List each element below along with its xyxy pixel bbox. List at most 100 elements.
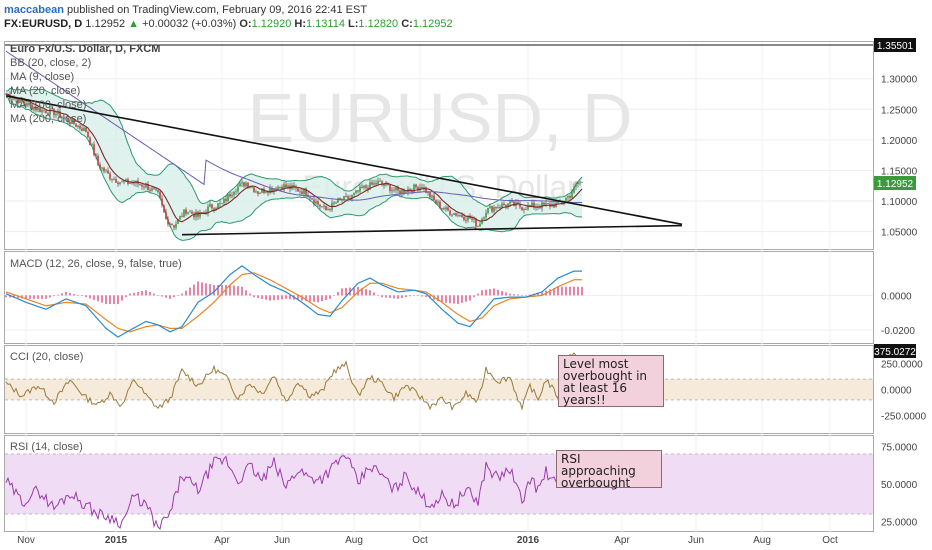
candle-body bbox=[147, 183, 149, 190]
candle-body bbox=[33, 107, 35, 110]
candle-body bbox=[123, 181, 125, 183]
macd-hist-bar bbox=[381, 295, 383, 298]
macd-hist-bar bbox=[505, 292, 507, 296]
candle-body bbox=[185, 209, 187, 214]
macd-hist-bar bbox=[397, 295, 399, 299]
macd-hist-bar bbox=[557, 286, 559, 296]
ma100-line bbox=[5, 50, 583, 203]
candle-body bbox=[247, 182, 249, 188]
macd-hist-bar bbox=[457, 295, 459, 305]
candle-body bbox=[505, 205, 507, 207]
candle-body bbox=[61, 117, 63, 119]
candle-body bbox=[523, 209, 525, 211]
price-axis-tick: 1.10000 bbox=[881, 197, 918, 208]
legend-ma20: MA (20, close) bbox=[10, 85, 80, 97]
macd-hist-bar bbox=[569, 286, 571, 296]
macd-hist-bar bbox=[93, 295, 95, 300]
candle-body bbox=[119, 182, 121, 184]
rsi-annotation[interactable]: RSI approaching overbought bbox=[556, 450, 662, 489]
y-axis-labels: 1.30000 1.25000 1.20000 1.15000 1.10000 1.050… bbox=[881, 75, 926, 529]
bb-upper bbox=[5, 87, 583, 207]
candle-body bbox=[39, 108, 41, 113]
x-axis-labels: Nov 2015 Apr Jun Aug Oct 2016 Apr Jun Aug Oct bbox=[17, 535, 838, 546]
candle-body bbox=[57, 111, 59, 114]
top-price-tag bbox=[874, 38, 916, 52]
macd-hist-bar bbox=[449, 295, 451, 304]
candle-body bbox=[445, 207, 447, 210]
macd-hist-bar bbox=[537, 292, 539, 296]
macd-hist-bar bbox=[269, 295, 271, 301]
candle-body bbox=[55, 113, 57, 116]
macd-hist-bar bbox=[177, 295, 179, 296]
cci-annotation[interactable]: Level most overbought in at least 16 yea… bbox=[558, 355, 664, 407]
rsi-axis-tick: 75.0000 bbox=[881, 443, 918, 454]
candle-body bbox=[171, 223, 173, 226]
candle-body bbox=[433, 195, 435, 201]
candle-body bbox=[489, 206, 491, 208]
candle-body bbox=[13, 98, 15, 100]
macd-hist-bar bbox=[57, 294, 59, 296]
candle-body bbox=[59, 111, 61, 119]
candle-body bbox=[207, 206, 209, 213]
macd-hist-bar bbox=[529, 294, 531, 296]
rsi-axis-tick: 25.0000 bbox=[881, 518, 918, 529]
candle-body bbox=[477, 226, 479, 228]
ma9-line bbox=[5, 93, 583, 223]
candle-body bbox=[15, 98, 17, 100]
macd-hist-bar bbox=[325, 295, 327, 301]
candle-body bbox=[187, 212, 189, 214]
candle-body bbox=[317, 201, 319, 205]
candle-body bbox=[271, 187, 273, 192]
candle-body bbox=[393, 189, 395, 191]
candle-body bbox=[113, 178, 115, 180]
macd-hist-bar bbox=[37, 295, 39, 299]
macd-hist-bar bbox=[485, 289, 487, 296]
candle-body bbox=[91, 144, 93, 146]
macd-hist-bar bbox=[193, 284, 195, 296]
candle-body bbox=[321, 206, 323, 208]
candle-body bbox=[531, 202, 533, 206]
candle-body bbox=[241, 182, 243, 184]
macd-hist-bar bbox=[517, 294, 519, 296]
price-axis-tick: 1.25000 bbox=[881, 105, 918, 116]
trendlines[interactable] bbox=[5, 44, 873, 236]
author-link[interactable]: maccabean bbox=[4, 4, 64, 16]
candle-body bbox=[547, 203, 549, 205]
candle-body bbox=[303, 188, 305, 194]
candle-body bbox=[17, 98, 19, 104]
time-axis-tick: Aug bbox=[345, 535, 363, 546]
candle-body bbox=[419, 187, 421, 191]
candle-body bbox=[281, 186, 283, 190]
candle-body bbox=[495, 207, 497, 209]
candle-body bbox=[235, 191, 237, 193]
candle-body bbox=[429, 191, 431, 198]
candle-body bbox=[273, 188, 275, 192]
candle-body bbox=[369, 182, 371, 190]
candle-body bbox=[541, 202, 543, 209]
macd-hist-bar bbox=[493, 288, 495, 296]
candle-body bbox=[431, 195, 433, 198]
candle-body bbox=[511, 201, 513, 203]
macd-hist-bar bbox=[441, 295, 443, 303]
price-axis-tick: 1.05000 bbox=[881, 228, 918, 239]
macd-hist-bar bbox=[285, 295, 287, 299]
high-value: 1.13114 bbox=[306, 18, 345, 30]
candle-body bbox=[205, 211, 207, 213]
candle-body bbox=[139, 184, 141, 185]
macd-hist-bar bbox=[169, 295, 171, 299]
macd-hist-bar bbox=[509, 293, 511, 296]
macd-hist-bar bbox=[137, 291, 139, 296]
candle-body bbox=[395, 187, 397, 191]
macd-axis-tick: -0.0200 bbox=[881, 326, 915, 337]
macd-hist-bar bbox=[257, 295, 259, 298]
macd-hist-bar bbox=[241, 286, 243, 296]
candle-body bbox=[389, 185, 391, 192]
macd-hist-bar bbox=[209, 284, 211, 296]
candle-body bbox=[405, 192, 407, 193]
candle-body bbox=[507, 203, 509, 207]
macd-hist-bar bbox=[525, 295, 527, 296]
candle-body bbox=[219, 203, 221, 204]
macd-hist-bar bbox=[297, 295, 299, 301]
candle-body bbox=[463, 216, 465, 220]
